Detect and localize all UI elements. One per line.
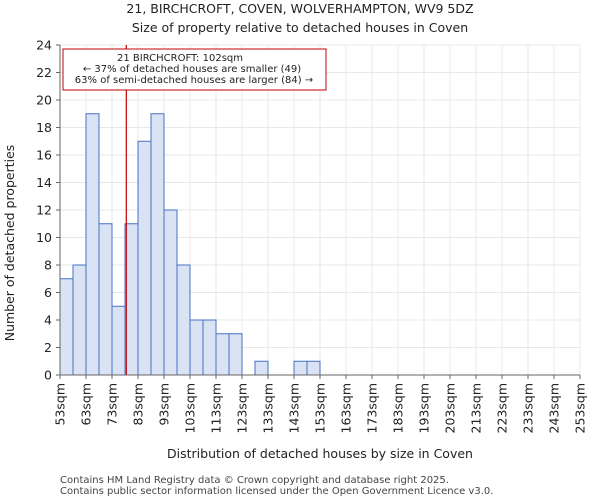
histogram-bar bbox=[150, 113, 165, 376]
annotation-box: 21 BIRCHCROFT: 102sqm ← 37% of detached … bbox=[62, 48, 327, 91]
histogram-bar bbox=[228, 333, 243, 376]
histogram-bar bbox=[137, 140, 152, 376]
x-tick-label: 53sqm bbox=[53, 383, 68, 426]
x-tick-label: 133sqm bbox=[261, 383, 276, 433]
histogram-bar bbox=[293, 360, 308, 376]
y-tick-label: 16 bbox=[36, 148, 52, 163]
histogram-bar bbox=[98, 223, 113, 376]
y-tick-label: 2 bbox=[44, 340, 52, 355]
histogram-bar bbox=[59, 278, 74, 376]
histogram-bar bbox=[306, 360, 321, 376]
y-tick-label: 12 bbox=[36, 203, 52, 218]
annotation-line2: ← 37% of detached houses are smaller (49… bbox=[83, 64, 301, 75]
y-tick-label: 24 bbox=[36, 38, 52, 53]
x-tick-label: 113sqm bbox=[209, 383, 224, 433]
annotation-line3: 63% of semi-detached houses are larger (… bbox=[75, 75, 313, 86]
x-tick-label: 253sqm bbox=[573, 383, 588, 433]
footer-line2: Contains public sector information licen… bbox=[60, 486, 493, 497]
x-tick-label: 83sqm bbox=[131, 383, 146, 426]
histogram-bar bbox=[85, 113, 100, 376]
x-tick-label: 153sqm bbox=[313, 383, 328, 433]
y-tick-label: 8 bbox=[44, 258, 52, 273]
annotation-frame bbox=[62, 48, 327, 91]
x-tick-label: 143sqm bbox=[287, 383, 302, 433]
y-tick-label: 4 bbox=[44, 313, 52, 328]
x-tick-label: 103sqm bbox=[183, 383, 198, 433]
x-tick-label: 243sqm bbox=[547, 383, 562, 433]
x-tick-label: 183sqm bbox=[391, 383, 406, 433]
x-tick-label: 73sqm bbox=[105, 383, 120, 426]
x-tick-label: 123sqm bbox=[235, 383, 250, 433]
histogram-bar bbox=[72, 264, 87, 376]
chart-title-line2: Size of property relative to detached ho… bbox=[132, 20, 468, 35]
axes bbox=[56, 44, 581, 379]
chart-title-line1: 21, BIRCHCROFT, COVEN, WOLVERHAMPTON, WV… bbox=[126, 1, 473, 16]
y-tick-label: 10 bbox=[36, 230, 52, 245]
x-tick-label: 233sqm bbox=[521, 383, 536, 433]
x-tick-label: 213sqm bbox=[469, 383, 484, 433]
y-tick-label: 14 bbox=[36, 175, 52, 190]
histogram-bar bbox=[254, 360, 269, 376]
x-tick-label: 223sqm bbox=[495, 383, 510, 433]
histogram-bar bbox=[202, 319, 217, 376]
histogram-bar bbox=[124, 223, 139, 376]
x-tick-label: 93sqm bbox=[157, 383, 172, 426]
x-tick-labels: 53sqm 63sqm 73sqm 83sqm 93sqm 103sqm 113sqm 123… bbox=[53, 383, 588, 433]
histogram-bar bbox=[111, 305, 126, 376]
bars bbox=[59, 113, 321, 376]
x-tick-label: 63sqm bbox=[79, 383, 94, 426]
x-tick-label: 163sqm bbox=[339, 383, 354, 433]
x-tick-label: 203sqm bbox=[443, 383, 458, 433]
x-axis-label: Distribution of detached houses by size … bbox=[167, 446, 473, 461]
x-tick-label: 193sqm bbox=[417, 383, 432, 433]
histogram-bar bbox=[215, 333, 230, 376]
y-tick-label: 6 bbox=[44, 285, 52, 300]
footer-line1: Contains HM Land Registry data © Crown c… bbox=[60, 475, 449, 486]
y-tick-label: 22 bbox=[36, 65, 52, 80]
y-tick-label: 18 bbox=[36, 120, 52, 135]
y-axis-label: Number of detached properties bbox=[2, 145, 17, 342]
y-tick-label: 0 bbox=[44, 368, 52, 383]
histogram-bar bbox=[189, 319, 204, 376]
annotation-line1: 21 BIRCHCROFT: 102sqm bbox=[117, 53, 243, 64]
x-tick-label: 173sqm bbox=[365, 383, 380, 433]
histogram-bar bbox=[163, 209, 178, 376]
y-tick-label: 20 bbox=[36, 93, 52, 108]
histogram-bar bbox=[176, 264, 191, 376]
